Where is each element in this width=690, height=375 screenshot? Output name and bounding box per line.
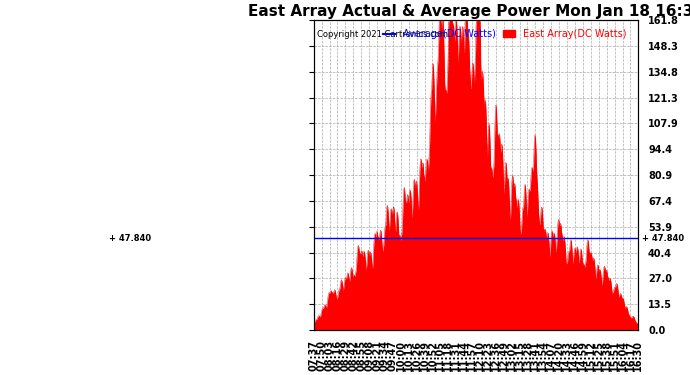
Text: + 47.840: + 47.840 <box>109 234 151 243</box>
Title: East Array Actual & Average Power Mon Jan 18 16:33: East Array Actual & Average Power Mon Ja… <box>248 4 690 19</box>
Text: Copyright 2021 Cartronics.com: Copyright 2021 Cartronics.com <box>317 30 448 39</box>
Legend: Average(DC Watts), East Array(DC Watts): Average(DC Watts), East Array(DC Watts) <box>380 25 630 43</box>
Text: + 47.840: + 47.840 <box>642 234 684 243</box>
